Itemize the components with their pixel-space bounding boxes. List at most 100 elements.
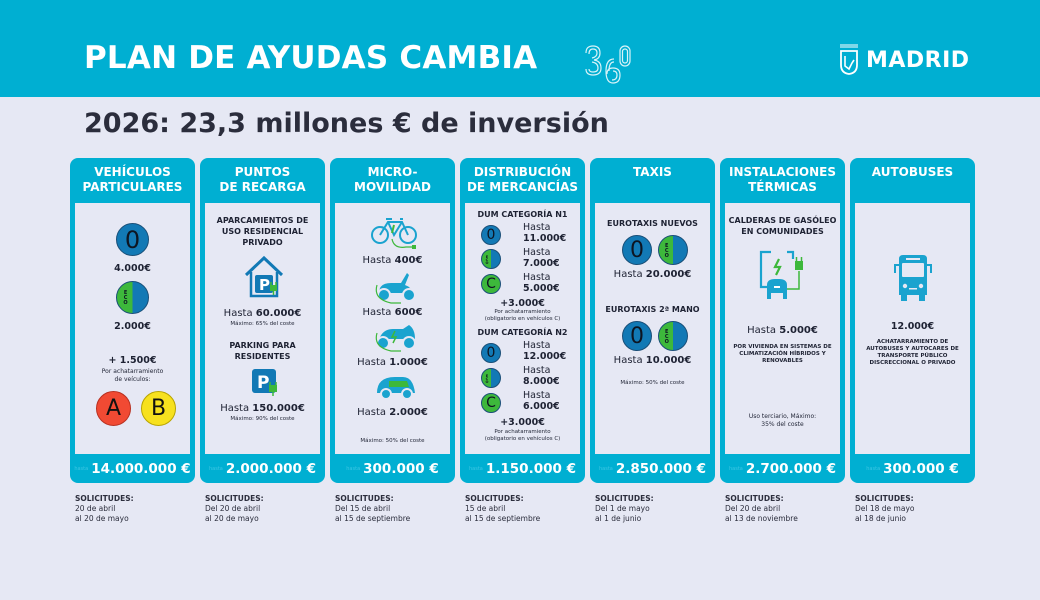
card-title-line: DISTRIBUCIÓN — [473, 165, 572, 179]
scrap-bonus: +3.000€ — [500, 417, 545, 428]
zero-emission-badge-icon: 0 — [116, 223, 149, 256]
eco-badge-icon: ECO — [481, 249, 501, 269]
card-autobuses: AUTOBUSES 12.000€ ACHATARRAMIENTO DE AUTO… — [850, 158, 975, 483]
dum-n1-heading: DUM CATEGORÍA N1 — [477, 210, 568, 219]
dum-n2-heading: DUM CATEGORÍA N2 — [477, 328, 568, 337]
solicitudes-dates: SOLICITUDES: 20 de abril al 20 de mayo — [75, 494, 134, 523]
parking-charger-icon: P — [252, 369, 277, 396]
category-c-badge-icon: C — [481, 393, 501, 413]
scrap-bonus: +3.000€ — [500, 298, 545, 309]
eco-badge-icon: ECO — [481, 368, 501, 388]
section-heading: PARKING PARA RESIDENTES — [229, 341, 296, 361]
hasta-amount: Hasta 5.000€ — [523, 272, 560, 294]
scrap-bonus: + 1.500€ — [108, 355, 157, 366]
card-title-line: DE MERCANCÍAS — [466, 180, 579, 194]
heat-pump-plug-icon — [759, 250, 803, 299]
svg-text:P: P — [257, 373, 269, 393]
hasta-amount: Hasta 1.000€ — [357, 357, 428, 368]
card-total: hasta 14.000.000 € — [74, 461, 191, 477]
hasta-amount: Hasta 12.000€ — [523, 340, 567, 362]
madrid-shield-icon — [840, 44, 858, 75]
card-title: MICRO- MOVILIDAD — [330, 165, 455, 195]
page-title: PLAN DE AYUDAS CAMBIA — [84, 40, 538, 76]
card-title-line: MOVILIDAD — [354, 180, 431, 194]
scrap-amount: 12.000€ — [890, 321, 935, 332]
eco-badge-icon: ECO — [658, 235, 688, 265]
hasta-amount: Hasta 600€ — [362, 307, 423, 318]
card-puntos-recarga: PUNTOS DE RECARGA APARCAMIENTOS DE USO RE… — [200, 158, 325, 483]
solicitudes-dates: SOLICITUDES: 15 de abril al 15 de septiemb… — [465, 494, 541, 523]
scrap-text: Por achatarramiento — [494, 429, 551, 435]
card-title: PUNTOS DE RECARGA — [200, 165, 325, 195]
description: POR VIVIENDA EN SISTEMAS DE CLIMATIZACIÓN… — [733, 344, 832, 364]
card-body: Hasta 400€ Hasta 600€ Hasta 1.000€ Hasta… — [335, 203, 450, 454]
card-title: VEHÍCULOS PARTICULARES — [70, 165, 195, 195]
card-total: hasta 2.000.000 € — [209, 461, 316, 477]
electric-bike-icon — [371, 218, 417, 249]
max-note: Máximo: 90% del coste — [230, 416, 295, 422]
solicitudes-dates: SOLICITUDES: Del 20 de abril al 13 de novi… — [725, 494, 798, 523]
card-title-line: INSTALACIONES — [729, 165, 836, 179]
max-note: Máximo: 65% del coste — [230, 321, 295, 327]
eco-badge-icon: ECO — [116, 281, 149, 314]
hasta-amount: Hasta 60.000€ — [223, 308, 302, 319]
hasta-amount: Hasta 2.000€ — [357, 407, 428, 418]
scrap-text: de veículos: — [114, 376, 151, 383]
card-title: DISTRIBUCIÓN DE MERCANCÍAS — [460, 165, 585, 195]
eurotaxis-new-heading: EUROTAXIS NUEVOS — [607, 219, 698, 228]
max-note: Máximo: 50% del coste — [360, 438, 425, 444]
card-title: INSTALACIONES TÉRMICAS — [720, 165, 845, 195]
scrap-text: Por achatarramiento — [101, 368, 164, 375]
card-body: 0 4.000€ ECO 2.000€ + 1.500€ Por achatar… — [75, 203, 190, 454]
hasta-amount: Hasta 5.000€ — [747, 325, 818, 336]
header-bar — [0, 0, 1040, 97]
electric-scooter-icon — [375, 273, 416, 304]
card-body: EUROTAXIS NUEVOS 0 ECO Hasta 20.000€ EUR… — [595, 203, 710, 454]
label-b-badge-icon: B — [141, 391, 176, 426]
card-title-line: PUNTOS — [234, 165, 291, 179]
card-title: TAXIS — [590, 165, 715, 180]
hasta-amount: Hasta 6.000€ — [523, 390, 560, 412]
card-title-line: PARTICULARES — [82, 180, 183, 194]
card-body: DUM CATEGORÍA N1 0 Hasta 11.000€ ECO Hast… — [465, 203, 580, 454]
card-total: hasta 300.000 € — [346, 461, 439, 477]
card-body: 12.000€ ACHATARRAMIENTO DE AUTOBUSES Y AU… — [855, 203, 970, 454]
hasta-amount: Hasta 10.000€ — [613, 355, 692, 366]
card-title-line: TAXIS — [633, 165, 672, 179]
section-heading: CALDERAS DE GASÓLEO EN COMUNIDADES — [728, 216, 837, 236]
hasta-amount: Hasta 11.000€ — [523, 222, 567, 244]
madrid-brand-text: MADRID — [866, 47, 970, 73]
card-title: AUTOBUSES — [850, 165, 975, 180]
scrap-text: (obligatorio en vehículos C) — [484, 316, 561, 322]
card-title-line: MICRO- — [367, 165, 418, 179]
svg-text:P: P — [259, 276, 270, 294]
card-distribucion-mercancias: DISTRIBUCIÓN DE MERCANCÍAS DUM CATEGORÍA… — [460, 158, 585, 483]
category-c-badge-icon: C — [481, 274, 501, 294]
investment-subtitle: 2026: 23,3 millones € de inversión — [84, 108, 609, 139]
card-total: hasta 2.850.000 € — [599, 461, 706, 477]
scrap-text: Por achatarramiento — [494, 309, 551, 315]
card-title-line: VEHÍCULOS — [94, 165, 171, 179]
electric-motorcycle-icon — [375, 325, 416, 352]
card-total: hasta 300.000 € — [866, 461, 959, 477]
label-a-badge-icon: A — [96, 391, 131, 426]
terciario-note: Uso terciario, Máximo: 35% del coste — [748, 413, 817, 428]
card-title-line: AUTOBUSES — [871, 165, 954, 179]
zero-emission-badge-icon: 0 — [622, 235, 652, 265]
card-total: hasta 1.150.000 € — [469, 461, 576, 477]
hasta-amount: Hasta 400€ — [362, 255, 423, 266]
hasta-amount: Hasta 7.000€ — [523, 247, 560, 269]
solicitudes-dates: SOLICITUDES: Del 15 de abril al 15 de sept… — [335, 494, 411, 523]
house-parking-charger-icon: P — [244, 255, 284, 298]
card-title-line: DE RECARGA — [219, 180, 306, 194]
max-note: Máximo: 50% del coste — [620, 380, 685, 386]
description: ACHATARRAMIENTO DE AUTOBUSES Y AUTOCARES … — [866, 339, 959, 366]
zero-emission-badge-icon: 0 — [622, 321, 652, 351]
card-taxis: TAXIS EUROTAXIS NUEVOS 0 ECO Hasta 20.00… — [590, 158, 715, 483]
eurotaxis-used-heading: EUROTAXIS 2ª MANO — [605, 305, 700, 314]
section-heading: APARCAMIENTOS DE USO RESIDENCIAL PRIVADO — [216, 216, 309, 247]
card-micromovilidad: MICRO- MOVILIDAD Hasta 400€ Hasta 600€ H… — [330, 158, 455, 483]
scrap-text: (obligatorio en vehículos C) — [484, 436, 561, 442]
hasta-amount: Hasta 8.000€ — [523, 365, 560, 387]
solicitudes-dates: SOLICITUDES: Del 1 de mayo al 1 de junio — [595, 494, 654, 523]
